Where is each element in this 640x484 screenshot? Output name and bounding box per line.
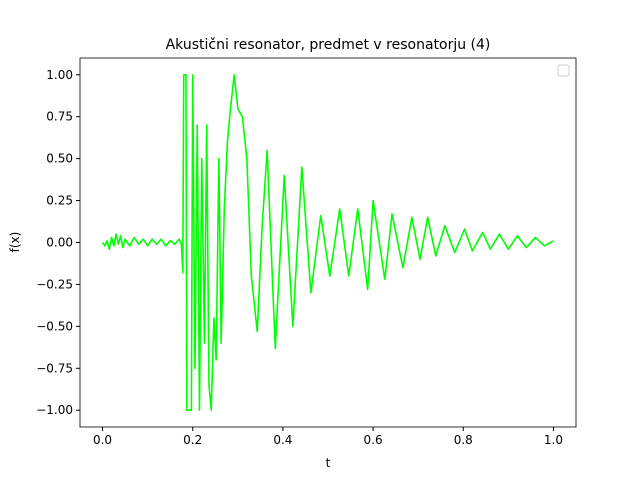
y-tick-label: 0.50: [46, 152, 73, 166]
plot-frame: [79, 57, 577, 428]
y-tick-label: −1.00: [36, 403, 73, 417]
y-tick-label: −0.50: [36, 319, 73, 333]
legend-box: [557, 64, 570, 77]
y-tick-label: 0.00: [46, 236, 73, 250]
y-tick-label: 1.00: [46, 68, 73, 82]
x-tick-label: 0.4: [273, 433, 292, 447]
x-tick-label: 0.2: [183, 433, 202, 447]
x-tick-label: 1.0: [544, 433, 563, 447]
chart-title: Akustični resonator, predmet v resonator…: [166, 37, 491, 53]
x-tick-label: 0.0: [93, 433, 112, 447]
y-tick-label: 0.25: [46, 194, 73, 208]
y-axis-label: f(x): [8, 232, 22, 253]
x-axis-label: t: [326, 456, 331, 470]
x-tick-label: 0.8: [454, 433, 473, 447]
y-tick-label: −0.25: [36, 277, 73, 291]
x-tick-label: 0.6: [364, 433, 383, 447]
data-line: [101, 73, 554, 412]
y-tick-label: −0.75: [36, 361, 73, 375]
y-tick-label: 0.75: [46, 110, 73, 124]
